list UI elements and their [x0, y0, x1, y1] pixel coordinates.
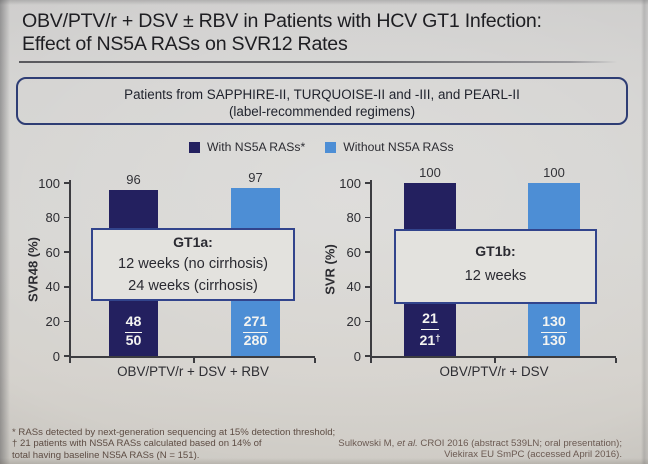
footnote-reference-line2: Viekirax EU SmPC (accessed April 2016). [444, 449, 622, 461]
y-tick-label: 40 [346, 279, 361, 295]
bar-fraction: 130 130 [528, 315, 580, 349]
footnote-line: total having baseline NS5A RASs (N = 151… [12, 449, 200, 461]
legend-item-without-ras: Without NS5A RASs [325, 140, 454, 154]
annotation-box: GT1b: 12 weeks [394, 229, 597, 304]
annotation-line: 12 weeks (no cirrhosis) [117, 256, 269, 272]
footnote-left: * RASs detected by next-generation seque… [12, 427, 352, 461]
x-tick-mark [193, 357, 195, 363]
y-tick-mark [365, 355, 371, 357]
footnote-ref-post: CROI 2016 (abstract 539LN; oral presenta… [417, 438, 622, 449]
y-tick-mark [365, 320, 371, 323]
photo-vignette-right [641, 0, 648, 464]
fraction-denominator: 130 [542, 333, 566, 349]
annotation-heading: GT1b: [475, 242, 516, 259]
y-tick-mark [365, 251, 371, 253]
fraction-numerator: 21 [421, 312, 439, 330]
annotation-line: 12 weeks [464, 267, 527, 284]
y-tick-mark [365, 286, 371, 288]
annotation-box: GT1a: 12 weeks (no cirrhosis) 24 weeks (ci… [91, 228, 295, 301]
y-tick-label: 80 [45, 210, 60, 226]
y-tick-mark [365, 182, 371, 184]
y-tick-mark [64, 182, 70, 184]
photo-vignette-top [0, 0, 648, 5]
x-axis [370, 356, 616, 358]
fraction-numerator: 130 [541, 315, 567, 333]
y-tick-mark [365, 216, 371, 219]
fraction-numerator: 48 [124, 315, 143, 333]
fraction-denominator: 21† [419, 333, 441, 349]
y-tick-label: 20 [45, 313, 60, 329]
fraction-dagger: † [435, 333, 441, 344]
slide-title-line1: OBV/PTV/r + DSV ± RBV in Patients with H… [22, 10, 542, 32]
bar-fraction: 21 21† [404, 312, 456, 349]
x-tick-mark [370, 357, 372, 363]
legend-swatch-icon [189, 141, 200, 153]
bar-fraction: 48 50 [109, 315, 158, 349]
fraction-denominator: 280 [243, 333, 268, 349]
legend-label: With NS5A RASs* [207, 140, 306, 154]
footnote-ref-pre: Sulkowski M, [338, 438, 397, 449]
photo-vignette-bottom [0, 458, 648, 464]
bar-value-label: 100 [543, 165, 565, 180]
slide-title-line2: Effect of NS5A RASs on SVR12 Rates [22, 32, 348, 55]
slide-title: OBV/PTV/r + DSV ± RBV in Patients with H… [22, 10, 622, 55]
legend-label: Without NS5A RASs [343, 140, 454, 154]
footnote-line: * RASs detected by next-generation seque… [12, 427, 336, 438]
annotation-line: 24 weeks (cirrhosis) [128, 278, 258, 294]
y-tick-label: 0 [52, 348, 60, 364]
legend-item-with-ras: With NS5A RASs* [189, 140, 305, 154]
y-tick-label: 0 [353, 348, 361, 364]
footnote-right: Sulkowski M, et al. CROI 2016 (abstract … [292, 438, 622, 460]
x-tick-mark [615, 357, 617, 363]
x-axis-label: OBV/PTV/r + DSV [439, 364, 549, 379]
legend-swatch-icon [325, 141, 337, 153]
y-tick-label: 40 [45, 279, 60, 295]
y-axis [69, 180, 71, 358]
title-underline [19, 61, 617, 63]
annotation-heading: GT1a: [173, 234, 213, 250]
x-axis-label: OBV/PTV/r + DSV + RBV [117, 364, 269, 379]
legend: With NS5A RASs* Without NS5A RASs [189, 140, 454, 154]
footnote-reference-line1: Sulkowski M, et al. CROI 2016 (abstract … [292, 438, 622, 449]
fraction-denominator: 50 [125, 333, 142, 349]
x-tick-mark [494, 357, 496, 363]
bar-value-label: 100 [419, 165, 441, 180]
bar-value-label: 97 [248, 170, 263, 186]
y-tick-mark [64, 320, 70, 323]
bar-value-label: 96 [126, 171, 141, 187]
bar-fraction: 271 280 [231, 315, 280, 349]
y-tick-mark [64, 251, 70, 253]
y-tick-mark [64, 355, 70, 357]
x-tick-mark [69, 357, 71, 363]
study-banner-line2: (label-recommended regimens) [228, 103, 416, 119]
y-tick-label: 60 [45, 244, 60, 260]
y-tick-label: 60 [346, 244, 361, 260]
x-axis [69, 356, 315, 358]
y-tick-mark [64, 286, 70, 288]
y-tick-label: 100 [339, 175, 361, 191]
study-banner: Patients from SAPPHIRE-II, TURQUOISE-II … [16, 77, 628, 125]
footnote-line: † 21 patients with NS5A RASs calculated … [12, 438, 262, 450]
y-tick-label: 100 [38, 175, 60, 191]
x-tick-mark [314, 357, 316, 363]
y-tick-label: 80 [346, 210, 361, 226]
footnote-ref-etal: et al. [396, 438, 418, 449]
y-axis-title: SVR (%) [322, 244, 338, 295]
fraction-numerator: 271 [242, 315, 269, 333]
y-tick-mark [64, 216, 70, 219]
photo-vignette-left [0, 0, 10, 464]
y-axis [370, 180, 372, 358]
study-banner-line1: Patients from SAPPHIRE-II, TURQUOISE-II … [124, 86, 520, 102]
y-tick-label: 20 [346, 313, 361, 329]
